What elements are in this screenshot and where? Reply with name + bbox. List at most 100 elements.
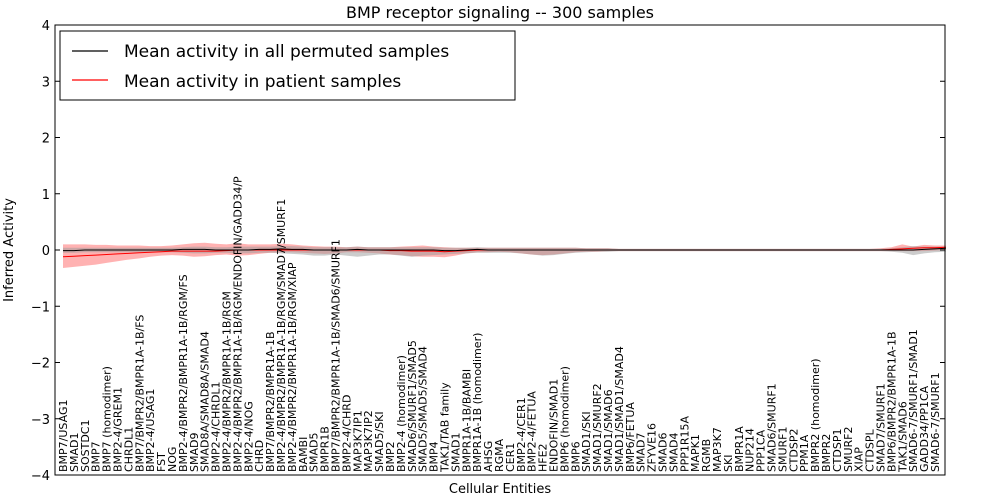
entity-label: BMP2-4/BMPR2/BMPR1A-1B/RGM/ENDOFIN/GADD3…: [231, 176, 244, 472]
legend-label-permuted: Mean activity in all permuted samples: [124, 42, 449, 62]
entity-label: BMP2-4/BMPR2/BMPR1A-1B/RGM/XIAP: [286, 262, 299, 472]
entity-label: BMP6/BMPR2/BMPR1A-1B: [885, 331, 898, 472]
entity-label: BMP2-4 (homodimer): [395, 355, 408, 472]
entity-label: PPP1R15A: [678, 415, 691, 472]
entity-label: CTDSP1: [831, 429, 844, 472]
entity-label: BMP2-4/USAG1: [144, 389, 157, 472]
entity-label: BMPR1A: [733, 426, 746, 472]
entity-label: CHRD: [253, 440, 266, 472]
entity-label: SMAD5/SKI: [373, 411, 386, 472]
entity-label: BMP6 (homodimer): [558, 366, 571, 472]
entity-label: BMPR1A-1B (homodimer): [471, 333, 484, 472]
entity-label: SMAD6/SMURF1/SMAD5: [406, 340, 419, 472]
entity-label: BMP2-4/CHRD: [340, 395, 353, 472]
entity-label: BMP7: [90, 441, 103, 472]
entity-label: BMP7/BMPR2/BMPR1A-1B: [264, 331, 277, 472]
y-tick-label: −4: [31, 469, 50, 484]
entity-label: GADD34/PP1CA: [918, 385, 931, 472]
entity-label: MAP3K7IP2: [362, 410, 375, 472]
entity-label: SMAD6: [657, 433, 670, 472]
entity-label: MAPK1: [689, 434, 702, 472]
entity-label: TAK1/SMAD6: [896, 401, 909, 473]
y-tick-label: −3: [31, 413, 50, 428]
entity-label: BMP2-4/BMPR2/BMPR1A-1B/RGM: [221, 291, 234, 472]
entity-label: BMP2-4/FETUA: [526, 391, 539, 472]
entity-label: SMAD8A/SMAD8A/SMAD4: [199, 331, 212, 472]
y-tick-label: 0: [42, 244, 50, 259]
entity-label: CER1: [504, 443, 517, 472]
entity-label: SMAD6-7/SMURF1: [929, 372, 942, 472]
entity-label: SMAD1/SMURF2: [591, 383, 604, 472]
entity-label: SMAD6-7/SMURF1/SMAD1: [907, 329, 920, 472]
y-tick-label: 1: [42, 188, 50, 203]
entity-label: MAP3K7: [711, 427, 724, 472]
entity-label: BMPR2 (homodimer): [809, 358, 822, 472]
entity-label: SMAD7: [635, 433, 648, 472]
entity-label: SKI: [722, 455, 735, 472]
y-tick-label: −2: [31, 357, 50, 372]
entity-label: BMP2-4/GREM1: [112, 387, 125, 472]
entity-label: SMAD1: [449, 433, 462, 472]
confidence-bands: [63, 242, 946, 268]
entity-label: RGMA: [493, 438, 506, 472]
entity-label: SMAD1: [68, 433, 81, 472]
y-axis-label: Inferred Activity: [2, 198, 17, 302]
x-axis-label: Cellular Entities: [449, 482, 551, 497]
mean-activity-in-all-permuted-samples-line: [63, 247, 946, 252]
entity-label: BMP2-4/BMPR2/BMPR1A-1B/RGM/SMAD7/SMURF1: [275, 199, 288, 472]
entity-label: HFE2: [537, 443, 550, 472]
entity-label: BMP2-4/NOG: [242, 401, 255, 472]
y-tick-label: 3: [42, 75, 50, 90]
entity-label: SOSTDC1: [79, 420, 92, 473]
entity-label: SMAD1/SMAD1/SMAD4: [613, 346, 626, 472]
entity-label: RGMB: [700, 439, 713, 472]
entity-label: CHRDL1: [122, 427, 135, 472]
entity-label: NOG: [166, 447, 179, 472]
entity-label: BMP4: [428, 441, 441, 472]
entity-label: BMP7/BMPR2/BMPR1A-1B/FS: [133, 315, 146, 472]
entity-label: BMP6: [569, 441, 582, 472]
entity-label: SMAD6/SMURF1: [766, 383, 779, 472]
entity-label: BMP7/USAG1: [57, 400, 70, 472]
entity-label: SMAD5: [308, 433, 321, 472]
plot-frame: [54, 24, 946, 476]
entity-label: CTDSP2: [787, 429, 800, 472]
entity-label: BMPR1B: [319, 426, 332, 472]
y-tick-label: 2: [42, 132, 50, 147]
entity-label: SMAD1/SKI: [580, 411, 593, 472]
chart-title: BMP receptor signaling -- 300 samples: [346, 3, 654, 22]
entity-label: SMAD4: [667, 433, 680, 472]
entity-label: BMPR2: [820, 434, 833, 472]
entity-label: SMAD1/SMAD6: [602, 389, 615, 472]
entity-label: CTDSPL: [864, 429, 877, 472]
entity-label: BMP7/BMPR2/BMPR1A-1B/SMAD6/SMURF1: [330, 239, 343, 472]
entity-label: BMP2-4/CER1: [515, 397, 528, 472]
entity-label: ENDOFIN/SMAD1: [548, 379, 561, 472]
y-tick-label: 4: [42, 19, 50, 34]
entity-label: PPM1A: [798, 434, 811, 472]
entity-label: ZFYVE16: [646, 423, 659, 472]
series-lines: [62, 246, 946, 258]
entity-label: SMAD5/SMAD5/SMAD4: [417, 346, 430, 472]
entity-label: BMP7 (homodimer): [101, 366, 114, 472]
entity-label: MAP3K7IP1: [351, 410, 364, 472]
entity-label: BMP2-4/CHRDL1: [210, 381, 223, 472]
entity-label: AHSG: [482, 441, 495, 472]
y-tick-label: −1: [31, 300, 50, 315]
entity-label: TAK1/TAB family: [439, 382, 452, 473]
entity-label: BMPR1A-1B/BAMBI: [460, 369, 473, 472]
entity-label: XIAP: [853, 447, 866, 472]
legend: Mean activity in all permuted samples Me…: [59, 30, 516, 101]
entity-label: SMAD7/SMURF1: [875, 383, 888, 472]
entity-label: PPP1CA: [755, 429, 768, 472]
entity-label: NUP214: [744, 428, 757, 472]
legend-label-patient: Mean activity in patient samples: [124, 72, 401, 92]
entity-label: BMP2: [384, 441, 397, 472]
entity-label: BMP6/FETUA: [624, 402, 637, 472]
entity-label: FST: [155, 452, 168, 472]
entity-label: BAMBI: [297, 437, 310, 472]
entity-label: SMURF2: [842, 427, 855, 473]
entity-label: SMAD9: [188, 433, 201, 472]
